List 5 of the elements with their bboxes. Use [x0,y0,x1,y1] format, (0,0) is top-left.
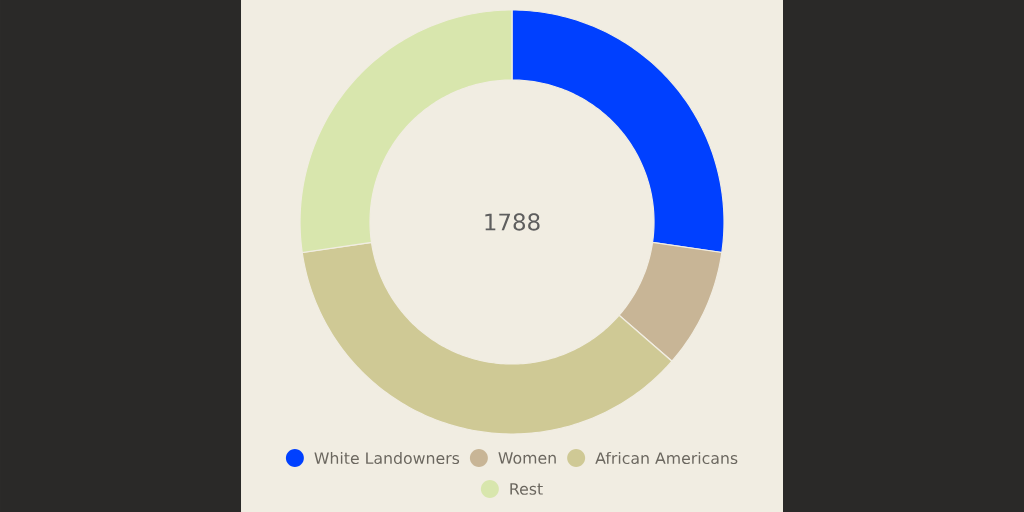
legend-label: White Landowners [314,451,460,465]
text: 1788 [485,213,540,231]
legend-label: Rest [510,483,543,495]
legend-label: Women [498,452,556,464]
legend-label: African Americans [595,451,738,465]
